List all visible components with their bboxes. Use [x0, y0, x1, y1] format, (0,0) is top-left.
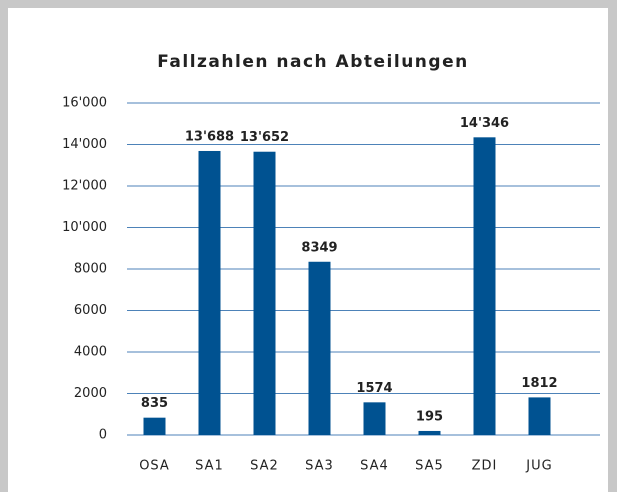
value-label: 13'652 — [240, 130, 289, 145]
y-tick-label: 8000 — [74, 262, 107, 277]
x-tick-label: JUG — [525, 459, 552, 474]
y-tick-label: 4000 — [74, 345, 107, 360]
y-tick-label: 10'000 — [62, 220, 107, 235]
chart-title: Fallzahlen nach Abteilungen — [157, 52, 468, 72]
panel — [8, 8, 608, 492]
value-label: 195 — [416, 409, 443, 424]
bar — [308, 261, 331, 435]
bar — [418, 430, 441, 435]
bar — [198, 150, 221, 435]
x-tick-label: SA3 — [305, 459, 334, 474]
x-tick-label: SA5 — [415, 459, 444, 474]
x-tick-label: SA1 — [195, 459, 224, 474]
bar — [143, 417, 166, 435]
x-tick-label: ZDI — [472, 459, 498, 474]
value-label: 1812 — [521, 376, 557, 391]
y-tick-label: 16'000 — [62, 96, 107, 111]
x-tick-label: SA2 — [250, 459, 279, 474]
value-label: 1574 — [356, 381, 392, 396]
bar — [528, 397, 551, 435]
bar — [363, 402, 386, 435]
bar — [473, 137, 496, 435]
value-label: 14'346 — [460, 116, 509, 131]
x-tick-label: SA4 — [360, 459, 389, 474]
x-tick-label: OSA — [139, 459, 170, 474]
value-label: 13'688 — [185, 129, 234, 144]
y-tick-label: 12'000 — [62, 179, 107, 194]
y-tick-label: 2000 — [74, 386, 107, 401]
y-tick-label: 14'000 — [62, 137, 107, 152]
value-label: 835 — [141, 396, 168, 411]
y-tick-label: 6000 — [74, 303, 107, 318]
value-label: 8349 — [301, 240, 337, 255]
y-tick-label: 0 — [99, 428, 107, 443]
bar — [253, 151, 276, 435]
